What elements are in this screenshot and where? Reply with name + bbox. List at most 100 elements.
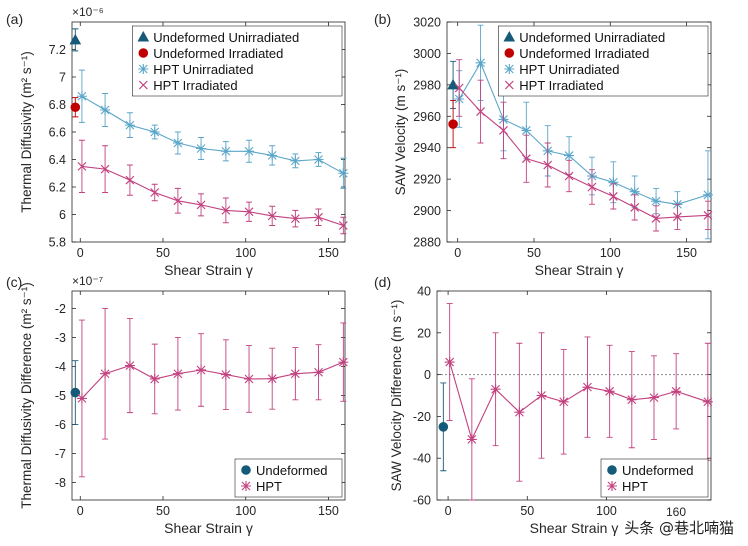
legend-label: HPT Irradiated bbox=[153, 78, 237, 93]
legend-label: Undeformed Unirradiated bbox=[153, 30, 299, 45]
data-point-circle bbox=[138, 48, 149, 58]
chart-panel-2: 0 50 100 150 2880 2900 2920 2940 2960 2980 3000 302… bbox=[374, 11, 713, 278]
data-point-star bbox=[244, 373, 255, 384]
x-tick-label: 100 bbox=[235, 504, 256, 518]
y-tick-label: 7 bbox=[59, 71, 66, 85]
data-point-cross bbox=[454, 83, 464, 93]
legend-label: Undeformed bbox=[622, 463, 694, 478]
data-point-star bbox=[521, 125, 532, 136]
data-point-star bbox=[124, 360, 135, 371]
y-tick-label: -7 bbox=[55, 447, 66, 461]
x-tick-label: 50 bbox=[527, 246, 541, 260]
x-tick-label: 50 bbox=[156, 246, 170, 260]
data-point-star bbox=[241, 481, 251, 491]
data-point-cross bbox=[100, 164, 110, 174]
x-tick-label: 150 bbox=[318, 246, 339, 260]
axis-exponent: ×10⁻⁷ bbox=[72, 274, 103, 288]
x-axis-label: Shear Strain γ bbox=[530, 520, 619, 536]
legend-label: Undeformed Irradiated bbox=[519, 46, 649, 61]
legend-label: HPT Irradiated bbox=[519, 78, 603, 93]
series-undeformed-irradiated bbox=[448, 100, 458, 149]
data-point-cross bbox=[221, 205, 231, 215]
series-undeformed bbox=[70, 360, 81, 425]
y-tick-label: -3 bbox=[55, 331, 66, 345]
data-point-star bbox=[338, 168, 349, 179]
y-tick-label: 0 bbox=[424, 368, 431, 382]
watermark-text: 头条 @巷北喃猫 bbox=[624, 519, 734, 537]
series-line bbox=[81, 95, 344, 174]
legend-label: Undeformed Unirradiated bbox=[519, 30, 665, 45]
x-tick-label: 0 bbox=[77, 504, 84, 518]
data-point-star bbox=[466, 434, 477, 445]
data-point-circle bbox=[70, 102, 81, 113]
panel-tag: (a) bbox=[6, 11, 23, 27]
data-point-cross bbox=[150, 188, 160, 197]
data-point-cross bbox=[196, 200, 206, 210]
y-tick-label: 5.8 bbox=[49, 236, 66, 250]
data-point-star bbox=[629, 186, 640, 197]
data-point-star bbox=[196, 364, 207, 375]
legend-label: Undeformed Irradiated bbox=[153, 46, 283, 61]
data-point-star bbox=[564, 150, 575, 161]
plot-frame bbox=[446, 21, 712, 243]
data-point-cross bbox=[608, 192, 618, 201]
data-point-star bbox=[313, 154, 324, 165]
x-tick-label: 100 bbox=[596, 504, 617, 518]
data-point-star bbox=[475, 57, 486, 68]
data-point-cross bbox=[673, 212, 682, 222]
y-tick-label: 2940 bbox=[413, 141, 441, 155]
series-hpt bbox=[444, 303, 713, 501]
data-point-cross bbox=[476, 107, 485, 116]
data-point-star bbox=[490, 384, 501, 395]
data-point-star bbox=[607, 481, 617, 491]
data-point-triangle bbox=[447, 78, 459, 90]
chart-panel-1: 0 50 100 150 5.8 6 6.2 6.4 6.6 6.8 7 7.2 (a) ×10⁻⁶ She… bbox=[6, 5, 349, 278]
data-point-cross bbox=[543, 160, 553, 170]
data-point-star bbox=[149, 127, 160, 137]
y-tick-label: 2900 bbox=[413, 204, 441, 218]
y-tick-label: -20 bbox=[413, 410, 431, 424]
x-tick-label: 150 bbox=[676, 246, 697, 260]
data-point-cross bbox=[564, 171, 574, 181]
data-point-star bbox=[172, 138, 183, 148]
x-tick-label: 100 bbox=[235, 246, 256, 260]
data-point-triangle bbox=[137, 30, 150, 42]
x-tick-label: 0 bbox=[454, 246, 461, 260]
axis-exponent: ×10⁻⁶ bbox=[72, 5, 104, 19]
chart-panel-4: 0 50 100 -60 -40 -20 0 20 40 (d) 160 Shear Strain γ… bbox=[374, 274, 713, 536]
data-point-star bbox=[138, 64, 149, 74]
legend-label: Undeformed bbox=[256, 463, 328, 478]
series-line bbox=[81, 165, 344, 227]
data-point-star bbox=[124, 120, 135, 131]
legend-box bbox=[497, 25, 709, 97]
legend-label: HPT bbox=[256, 479, 282, 494]
y-tick-label: 2960 bbox=[413, 110, 441, 124]
data-point-cross bbox=[290, 214, 300, 224]
data-point-circle bbox=[70, 387, 81, 398]
panel-tag: (b) bbox=[374, 11, 391, 27]
series-undeformed bbox=[438, 382, 449, 472]
data-point-star bbox=[172, 368, 183, 379]
data-point-cross bbox=[499, 126, 508, 135]
series-hpt bbox=[76, 307, 349, 478]
data-point-circle bbox=[448, 119, 458, 129]
data-point-cross bbox=[651, 214, 661, 223]
panel-tag: (d) bbox=[374, 274, 391, 290]
x-tick-label: 50 bbox=[520, 504, 534, 518]
data-point-star bbox=[702, 189, 713, 200]
series-undeformed-unirradiated bbox=[69, 28, 82, 52]
series-hpt-unirradiated bbox=[76, 69, 349, 189]
y-tick-label: 20 bbox=[417, 326, 431, 340]
data-point-cross bbox=[173, 196, 183, 206]
legend-box bbox=[234, 458, 343, 498]
data-point-cross bbox=[703, 210, 713, 220]
series-undeformed-irradiated bbox=[70, 97, 81, 118]
data-point-cross bbox=[244, 207, 254, 217]
data-point-circle bbox=[504, 48, 515, 58]
data-point-star bbox=[651, 196, 662, 207]
data-point-star bbox=[100, 105, 111, 115]
x-tick-label: 50 bbox=[156, 504, 170, 518]
data-point-star bbox=[76, 393, 87, 404]
